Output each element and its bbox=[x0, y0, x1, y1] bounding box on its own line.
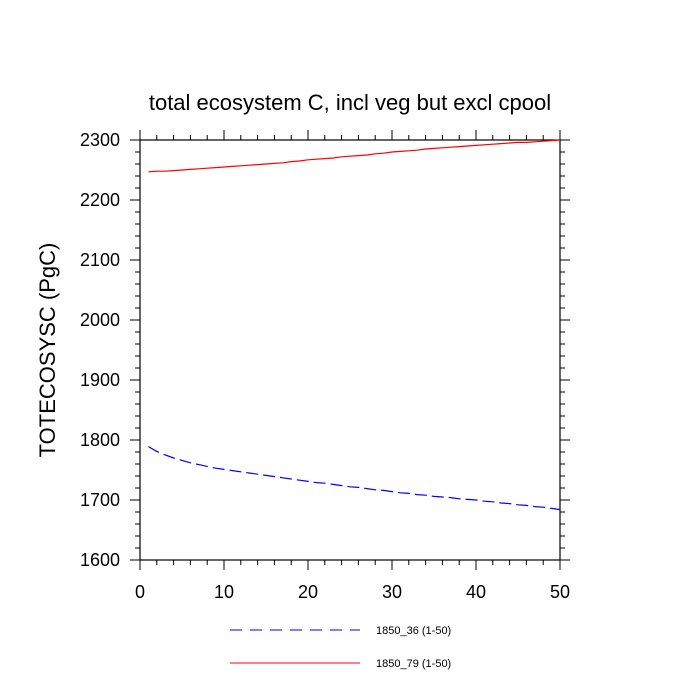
legend-label-1: 1850_36 (1-50) bbox=[376, 625, 451, 637]
series-line-1 bbox=[148, 446, 561, 511]
legend: 1850_36 (1-50) 1850_79 (1-50) bbox=[230, 625, 451, 670]
chart-title: total ecosystem C, incl veg but excl cpo… bbox=[149, 90, 551, 115]
x-tick-label: 40 bbox=[466, 582, 486, 602]
y-tick-label: 2100 bbox=[80, 250, 120, 270]
legend-label-2: 1850_79 (1-50) bbox=[376, 658, 451, 670]
plot-frame bbox=[139, 139, 561, 561]
y-axis-label: TOTECOSYSC (PgC) bbox=[35, 243, 60, 458]
plot-area: 0 10 20 30 40 50 1600 1700 1800 1900 2000 2100 2200 2… bbox=[80, 130, 570, 602]
x-tick-label: 0 bbox=[135, 582, 145, 602]
y-tick-label: 1900 bbox=[80, 370, 120, 390]
x-tick-label: 30 bbox=[382, 582, 402, 602]
y-tick-label: 1600 bbox=[80, 550, 120, 570]
series-line-2 bbox=[148, 139, 561, 173]
x-tick-label: 50 bbox=[550, 582, 570, 602]
y-tick-label: 1700 bbox=[80, 490, 120, 510]
y-tick-label: 1800 bbox=[80, 430, 120, 450]
y-tick-label: 2300 bbox=[80, 130, 120, 150]
x-tick-label: 10 bbox=[214, 582, 234, 602]
y-tick-label: 2200 bbox=[80, 190, 120, 210]
y-tick-label: 2000 bbox=[80, 310, 120, 330]
x-tick-label: 20 bbox=[298, 582, 318, 602]
